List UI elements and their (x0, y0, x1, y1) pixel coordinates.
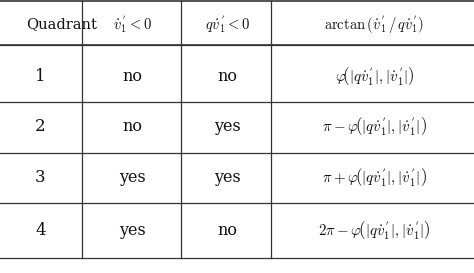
Text: 4: 4 (35, 222, 46, 239)
Text: $\pi + \varphi\!\left(|q\dot{v}_1^{\,'}|,|\dot{v}_1^{\,'}|\right)$: $\pi + \varphi\!\left(|q\dot{v}_1^{\,'}|… (322, 166, 427, 189)
Text: 2: 2 (35, 118, 46, 135)
Text: 1: 1 (35, 68, 46, 85)
Text: $\varphi\!\left(|q\dot{v}_1^{\,'}|,|\dot{v}_1^{\,'}|\right)$: $\varphi\!\left(|q\dot{v}_1^{\,'}|,|\dot… (335, 65, 414, 88)
Text: no: no (218, 68, 237, 85)
Text: yes: yes (119, 222, 146, 239)
Text: $\pi - \varphi\!\left(|q\dot{v}_1^{\,'}|,|\dot{v}_1^{\,'}|\right)$: $\pi - \varphi\!\left(|q\dot{v}_1^{\,'}|… (322, 116, 427, 138)
Text: no: no (123, 68, 143, 85)
Text: $\mathrm{arctan}\,(\dot{v}_1^{\,'}\,/\,q\dot{v}_1^{\,'})$: $\mathrm{arctan}\,(\dot{v}_1^{\,'}\,/\,q… (324, 13, 425, 36)
Text: $\dot{v}_1^{\,'} < 0$: $\dot{v}_1^{\,'} < 0$ (113, 14, 152, 35)
Text: Quadrant: Quadrant (26, 17, 97, 32)
Text: yes: yes (214, 169, 241, 186)
Text: yes: yes (214, 118, 241, 135)
Text: no: no (123, 118, 143, 135)
Text: $q\dot{v}_1^{\,'} < 0$: $q\dot{v}_1^{\,'} < 0$ (205, 14, 250, 35)
Text: no: no (218, 222, 237, 239)
Text: 3: 3 (35, 169, 46, 186)
Text: $2\pi - \varphi\!\left(|q\dot{v}_1^{\,'}|,|\dot{v}_1^{\,'}|\right)$: $2\pi - \varphi\!\left(|q\dot{v}_1^{\,'}… (318, 219, 431, 242)
Text: yes: yes (119, 169, 146, 186)
